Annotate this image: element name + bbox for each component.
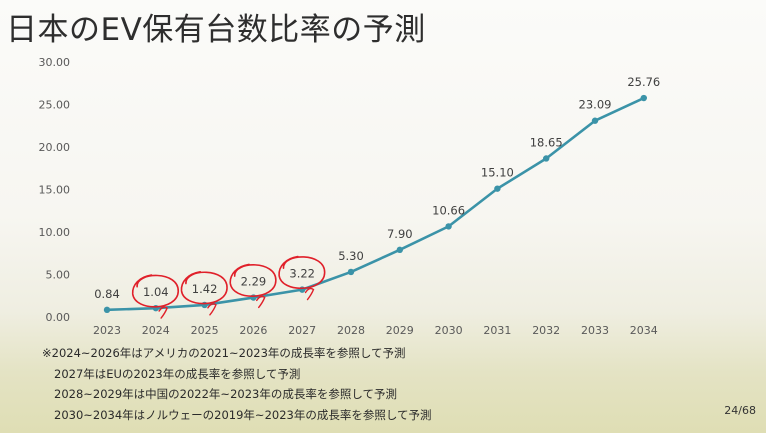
page-number: 24/68 xyxy=(724,404,756,417)
y-tick-label: 15.00 xyxy=(39,184,71,197)
y-tick-label: 30.00 xyxy=(39,56,71,69)
x-tick-label: 2029 xyxy=(386,324,414,337)
data-point xyxy=(347,268,355,276)
data-label: 7.90 xyxy=(387,227,413,241)
annotation-circle xyxy=(180,271,228,305)
footnotes: ※2024~2026年はアメリカの2021~2023年の成長率を参照して予測 2… xyxy=(42,343,432,425)
x-tick-label: 2033 xyxy=(581,324,609,337)
x-tick-label: 2028 xyxy=(337,324,365,337)
data-point xyxy=(640,94,647,102)
y-tick-label: 25.00 xyxy=(39,99,71,112)
x-tick-label: 2024 xyxy=(142,324,170,337)
annotation-circle xyxy=(278,255,326,290)
annotation-tick xyxy=(304,287,315,301)
data-label: 2.29 xyxy=(241,275,267,289)
footnote-3: 2028~2029年は中国の2022年~2023年の成長率を参照して予測 xyxy=(54,387,397,401)
data-label: 1.42 xyxy=(192,282,218,296)
data-label: 15.10 xyxy=(481,166,514,180)
annotation-circle xyxy=(229,263,277,297)
y-tick-label: 10.00 xyxy=(39,226,71,239)
data-label: 10.66 xyxy=(432,203,465,217)
data-label: 5.30 xyxy=(338,249,364,263)
x-tick-label: 2032 xyxy=(532,324,560,337)
data-point xyxy=(103,306,111,314)
annotation-tick xyxy=(158,306,168,319)
x-tick-label: 2031 xyxy=(483,324,511,337)
data-label: 25.76 xyxy=(627,75,660,89)
y-tick-label: 0.00 xyxy=(46,311,71,324)
slide-title: 日本のEV保有台数比率の予測 xyxy=(6,12,426,48)
annotation-tick xyxy=(256,295,266,309)
data-label: 1.04 xyxy=(143,285,169,299)
series-line xyxy=(105,96,646,312)
footnote-1: ※2024~2026年はアメリカの2021~2023年の成長率を参照して予測 xyxy=(42,346,406,360)
x-tick-label: 2025 xyxy=(191,324,219,337)
data-label: 0.84 xyxy=(94,287,120,301)
x-tick-label: 2023 xyxy=(93,324,121,337)
annotation-circle xyxy=(131,274,180,308)
data-point xyxy=(494,185,501,192)
footnote-2: 2027年はEUの2023年の成長率を参照して予測 xyxy=(54,366,301,381)
y-tick-label: 5.00 xyxy=(46,269,71,282)
x-tick-label: 2027 xyxy=(288,324,316,337)
y-tick-label: 20.00 xyxy=(39,141,71,154)
x-tick-label: 2026 xyxy=(239,324,267,337)
data-label: 18.65 xyxy=(530,135,563,149)
data-point xyxy=(591,117,599,124)
data-label: 23.09 xyxy=(579,98,612,112)
footnote-4: 2030~2034年はノルウェーの2019年~2023年の成長率を参照して予測 xyxy=(54,407,432,422)
x-tick-label: 2034 xyxy=(630,324,658,337)
x-tick-label: 2030 xyxy=(435,324,463,337)
data-point xyxy=(396,246,403,254)
data-point xyxy=(445,223,452,230)
annotation-tick xyxy=(207,303,217,316)
data-point xyxy=(543,155,550,162)
data-label: 3.22 xyxy=(289,267,315,281)
